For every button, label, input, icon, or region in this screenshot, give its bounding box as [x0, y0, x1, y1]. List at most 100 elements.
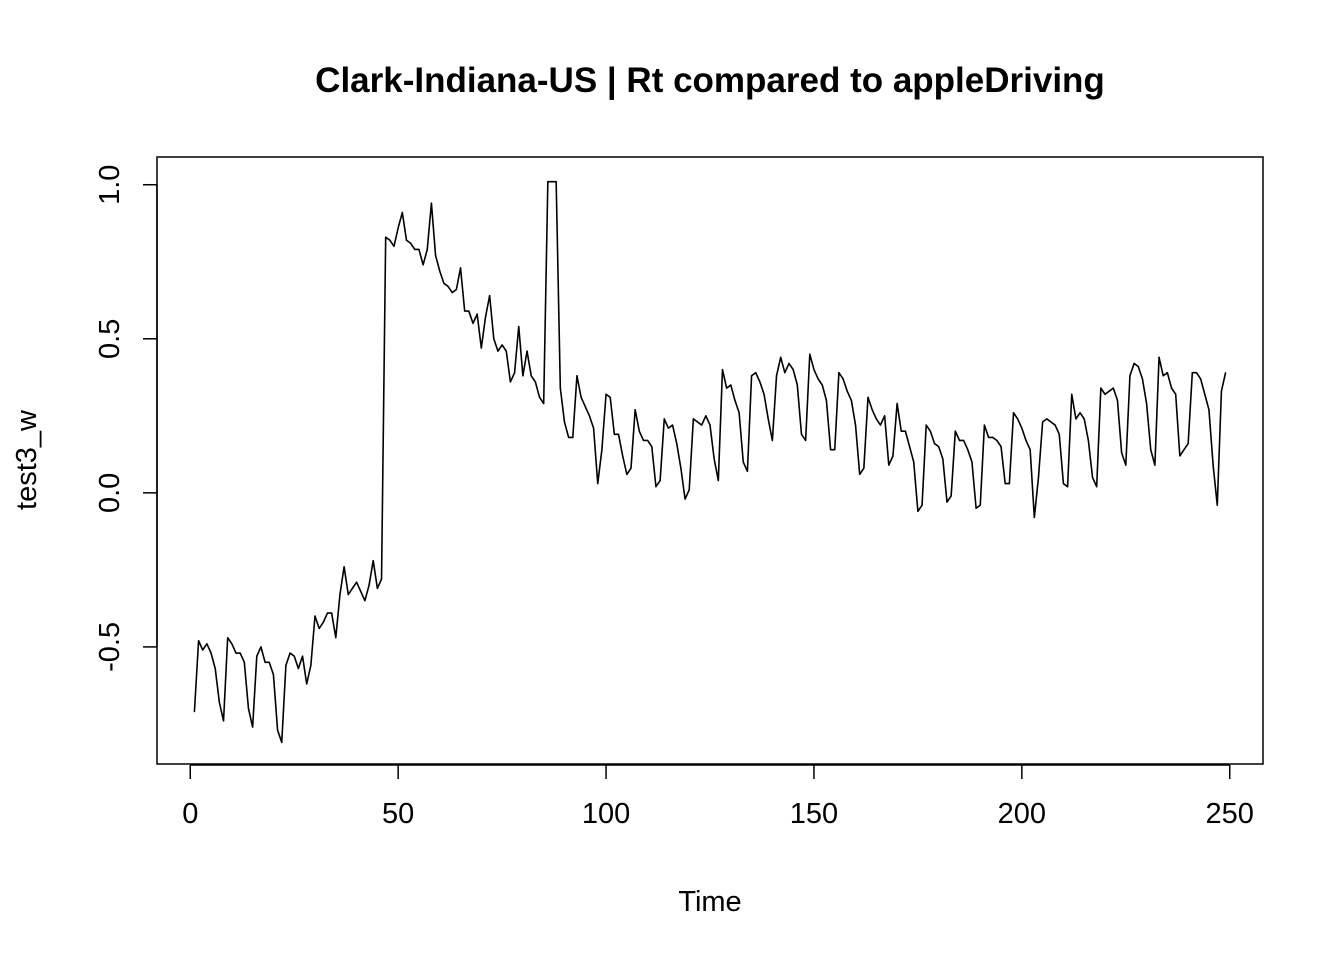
data-point: [343, 566, 345, 568]
y-axis: -0.5 0.0 0.5 1.0: [94, 165, 158, 672]
data-point: [705, 415, 707, 417]
data-point: [538, 396, 541, 398]
data-point: [418, 248, 420, 251]
data-point: [1066, 486, 1069, 488]
data-point: [247, 707, 250, 710]
data-point: [197, 640, 200, 642]
data-point: [326, 612, 329, 614]
data-point: [913, 461, 915, 463]
data-point: [218, 701, 220, 703]
data-point: [276, 729, 279, 731]
data-point: [256, 655, 258, 657]
data-point: [1046, 418, 1048, 420]
data-point: [231, 643, 233, 645]
data-point: [360, 590, 362, 593]
data-point: [900, 430, 902, 432]
data-point: [1208, 409, 1210, 411]
data-point: [938, 446, 940, 448]
data-point: [713, 458, 715, 460]
data-point: [281, 741, 283, 744]
data-point: [987, 436, 990, 438]
data-point: [580, 396, 582, 398]
data-point: [1058, 433, 1060, 435]
data-point: [655, 486, 657, 488]
data-point: [289, 652, 291, 654]
data-point: [1154, 464, 1156, 466]
data-point: [671, 424, 674, 426]
data-point: [584, 405, 586, 408]
data-point: [871, 409, 873, 411]
data-point: [464, 310, 466, 312]
data-point: [310, 664, 312, 667]
data-point: [1054, 424, 1056, 426]
data-point: [380, 578, 383, 580]
data-point: [796, 384, 798, 386]
data-point: [252, 726, 254, 728]
data-point: [651, 446, 653, 448]
data-point: [788, 362, 790, 365]
data-point: [942, 458, 944, 460]
data-point: [497, 350, 499, 352]
data-point: [1166, 372, 1168, 374]
data-point: [314, 615, 316, 617]
data-point: [1029, 449, 1031, 451]
data-point: [193, 711, 196, 713]
data-point: [301, 655, 304, 657]
data-point: [829, 449, 832, 451]
x-tick-label: 0: [182, 798, 198, 830]
data-point: [522, 375, 524, 377]
data-point: [210, 652, 212, 654]
data-point: [859, 473, 861, 475]
data-point: [322, 621, 324, 623]
data-point: [800, 433, 803, 435]
data-point: [755, 372, 757, 374]
data-point: [202, 649, 204, 651]
data-point: [410, 242, 412, 244]
data-point: [339, 593, 341, 596]
data-point: [933, 442, 936, 445]
y-tick-label: 0.0: [94, 473, 126, 513]
data-point: [626, 473, 628, 475]
data-point: [730, 384, 732, 386]
data-point: [825, 399, 828, 402]
data-point: [547, 181, 549, 183]
data-point: [443, 282, 445, 284]
data-point: [551, 181, 553, 183]
series-line: [193, 180, 1227, 744]
data-point: [805, 439, 807, 442]
data-point: [563, 421, 566, 423]
data-point: [979, 504, 981, 506]
data-point: [958, 439, 961, 442]
data-point: [489, 295, 491, 297]
data-point: [572, 436, 574, 438]
data-point: [493, 338, 495, 340]
data-point: [447, 285, 449, 288]
data-point: [1216, 504, 1218, 506]
data-point: [750, 375, 753, 377]
data-point: [863, 467, 865, 469]
data-point: [1087, 439, 1089, 442]
y-axis-label: test3_w: [11, 409, 43, 510]
data-point: [592, 427, 595, 429]
data-point: [393, 245, 395, 247]
data-point: [967, 449, 969, 451]
data-point: [609, 396, 611, 398]
data-point: [983, 424, 986, 426]
data-point: [638, 430, 640, 432]
data-point: [963, 439, 965, 442]
data-point: [680, 467, 682, 469]
data-point: [1108, 390, 1110, 392]
data-point: [1033, 516, 1035, 519]
data-point: [439, 270, 441, 272]
data-point: [405, 239, 408, 241]
data-point: [235, 652, 237, 654]
data-point: [950, 495, 952, 497]
data-point: [368, 584, 370, 586]
data-point: [455, 288, 457, 291]
data-point: [630, 467, 632, 469]
data-point: [264, 661, 266, 663]
data-point: [1100, 387, 1102, 389]
data-point: [468, 310, 470, 312]
data-point: [239, 652, 241, 654]
